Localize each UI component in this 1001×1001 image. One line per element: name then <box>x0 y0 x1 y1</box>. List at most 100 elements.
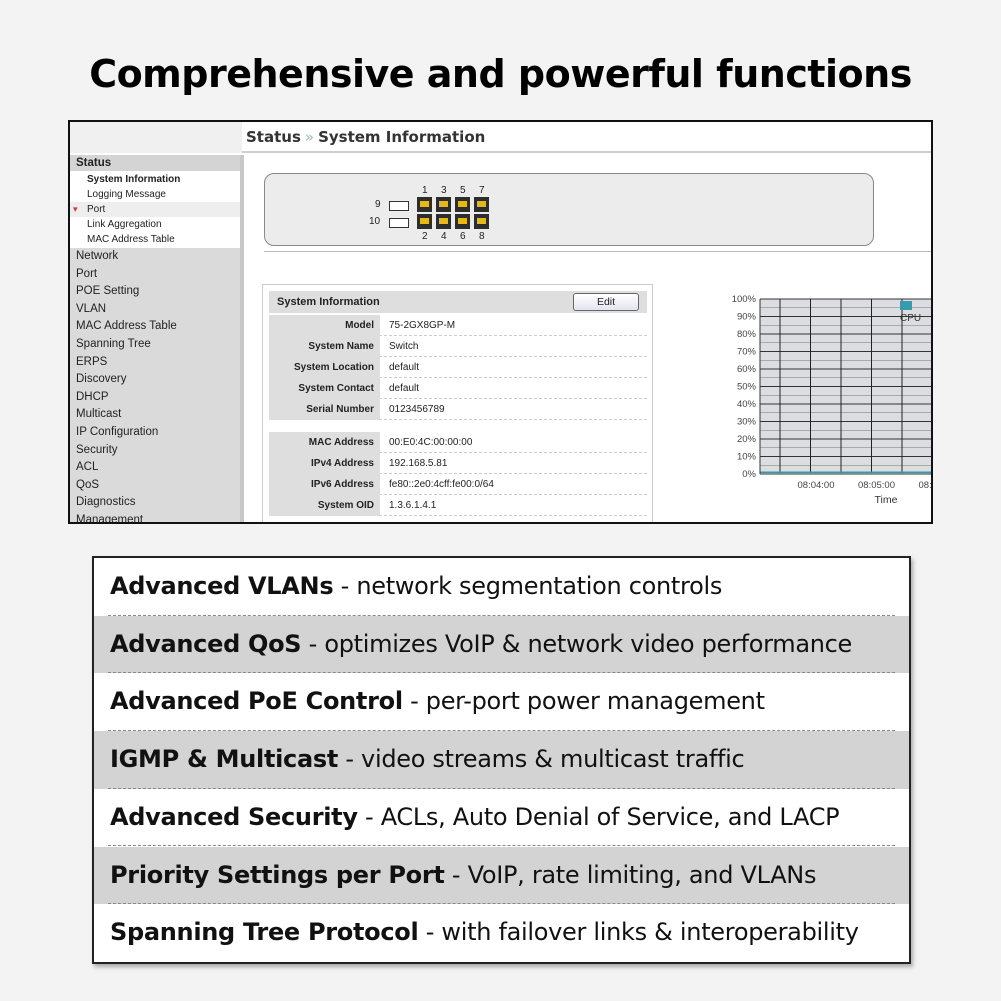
info-row: MAC Address 00:E0:4C:00:00:00 <box>269 432 647 453</box>
info-label: System Location <box>269 357 380 378</box>
port-led <box>420 201 429 207</box>
sidebar-item[interactable]: ERPS <box>76 355 108 368</box>
sidebar-item[interactable]: Network <box>76 250 119 262</box>
chart-legend: CPU <box>900 301 931 324</box>
sidebar-item[interactable]: Multicast <box>76 408 122 421</box>
x-axis-label: Time <box>875 494 898 506</box>
system-information-box: System Information Edit Model 75-2GX8GP-M… <box>262 284 653 522</box>
port-number: 7 <box>479 185 485 196</box>
info-row: Model 75-2GX8GP-M <box>269 315 647 336</box>
info-value: 0123456789 <box>389 404 445 415</box>
port-led <box>439 218 448 224</box>
rj45-port-icon[interactable] <box>474 197 489 212</box>
rj45-port-icon[interactable] <box>417 197 432 212</box>
sidebar-item[interactable]: Port <box>76 267 98 280</box>
system-information-header: System Information Edit <box>269 291 647 313</box>
feature-row: Priority Settings per Port - VoIP, rate … <box>94 846 909 904</box>
divider <box>264 251 931 252</box>
port-led <box>439 201 448 207</box>
sidebar-item[interactable]: DHCP <box>76 390 109 403</box>
sidebar-subitem[interactable]: MAC Address Table <box>87 234 175 245</box>
y-tick-label: 30% <box>737 417 757 428</box>
sfp-port-icon[interactable] <box>389 201 409 211</box>
section-title: System Information <box>277 296 380 308</box>
sidebar-item[interactable]: Diagnostics <box>76 496 136 509</box>
sidebar: Status System Information Logging Message… <box>70 155 240 524</box>
sidebar-item[interactable]: Discovery <box>76 373 127 386</box>
port-number: 5 <box>460 185 466 196</box>
feature-description: - VoIP, rate limiting, and VLANs <box>444 860 817 889</box>
legend-swatch <box>900 301 912 310</box>
info-label: Model <box>269 315 380 336</box>
sidebar-items: Network Port POE Setting VLAN MAC Address Ta… <box>70 248 240 524</box>
sidebar-item[interactable]: POE Setting <box>76 285 140 298</box>
sidebar-item[interactable]: MAC Address Table <box>76 320 177 333</box>
y-tick-label: 100% <box>732 294 757 305</box>
feature-title: Advanced QoS <box>110 629 302 658</box>
feature-row: Spanning Tree Protocol - with failover l… <box>94 904 909 962</box>
edit-button[interactable]: Edit <box>573 293 639 311</box>
info-value: Switch <box>389 341 419 352</box>
info-value: default <box>389 362 420 373</box>
info-row: IPv6 Address fe80::2e0:4cff:fe00:0/64 <box>269 474 647 495</box>
x-tick-label: 08:05:00 <box>858 480 895 491</box>
info-label: System Name <box>269 336 380 357</box>
sidebar-item[interactable]: Management <box>76 513 144 524</box>
breadcrumb-parent[interactable]: Status <box>246 128 301 146</box>
feature-description: - optimizes VoIP & network video perform… <box>301 629 853 658</box>
sidebar-item[interactable]: Spanning Tree <box>76 337 151 350</box>
x-tick-label: 08:06:00 <box>919 480 933 491</box>
y-tick-label: 0% <box>742 469 756 480</box>
info-row: Serial Number 0123456789 <box>269 399 647 420</box>
y-tick-label: 50% <box>737 382 757 393</box>
feature-description: - network segmentation controls <box>333 572 723 600</box>
port-number: 4 <box>441 231 447 242</box>
sidebar-item[interactable]: Security <box>76 443 118 456</box>
sidebar-item[interactable]: QoS <box>76 478 100 491</box>
info-row: IPv4 Address 192.168.5.81 <box>269 453 647 474</box>
feature-description: - per-port power management <box>402 687 765 716</box>
rj45-port-icon[interactable] <box>474 214 489 229</box>
y-tick-label: 60% <box>737 364 757 375</box>
rj45-port-icon[interactable] <box>455 197 470 212</box>
cpu-chart: 0% 10% 20% 30% 40% 50% 60% 70% 80% 90% 100% 08:04:0… <box>732 294 933 506</box>
sidebar-item[interactable]: VLAN <box>76 302 107 315</box>
sfp-port-number: 10 <box>369 216 381 227</box>
sidebar-subitem[interactable]: Logging Message <box>87 189 166 200</box>
sidebar-subitem[interactable]: Port <box>70 202 240 217</box>
y-tick-label: 70% <box>737 347 757 358</box>
feature-title: Advanced PoE Control <box>110 687 403 716</box>
y-tick-label: 20% <box>737 434 757 445</box>
sidebar-item[interactable]: IP Configuration <box>76 425 159 438</box>
sidebar-item[interactable]: ACL <box>76 461 99 474</box>
breadcrumb-separator: » <box>304 128 315 146</box>
feature-description: - ACLs, Auto Denial of Service, and LACP <box>357 802 840 831</box>
rj45-port-icon[interactable] <box>436 214 451 229</box>
feature-title: Advanced Security <box>110 802 358 831</box>
sidebar-submenu: System Information Logging Message Port Lin… <box>70 171 240 248</box>
feature-row: Advanced PoE Control - per-port power ma… <box>94 673 909 731</box>
row-separator <box>108 729 895 731</box>
switch-panel: 1 2 3 4 5 6 7 8 9 10 <box>264 173 874 246</box>
sidebar-divider[interactable] <box>240 155 244 522</box>
sfp-port-icon[interactable] <box>389 218 409 228</box>
feature-title: IGMP & Multicast <box>110 745 339 774</box>
rj45-port-icon[interactable] <box>417 214 432 229</box>
y-tick-label: 90% <box>737 312 757 323</box>
row-separator <box>108 614 895 616</box>
info-label: MAC Address <box>269 432 380 453</box>
breadcrumb-current: System Information <box>318 128 486 146</box>
feature-row: IGMP & Multicast - video streams & multi… <box>94 731 909 789</box>
rj45-port-icon[interactable] <box>436 197 451 212</box>
port-number: 6 <box>460 231 466 242</box>
y-tick-label: 40% <box>737 399 757 410</box>
legend-label: CPU <box>900 313 922 324</box>
rj45-port-icon[interactable] <box>455 214 470 229</box>
x-tick-label: 08:04:00 <box>798 480 835 491</box>
sidebar-group-status[interactable]: Status <box>70 155 240 171</box>
sidebar-subitem[interactable]: System Information <box>87 174 181 185</box>
sidebar-subitem[interactable]: Link Aggregation <box>87 219 162 230</box>
feature-list: Advanced VLANs - network segmentation co… <box>92 556 911 964</box>
sfp-port-number: 9 <box>375 199 381 210</box>
info-label: IPv4 Address <box>269 453 380 474</box>
